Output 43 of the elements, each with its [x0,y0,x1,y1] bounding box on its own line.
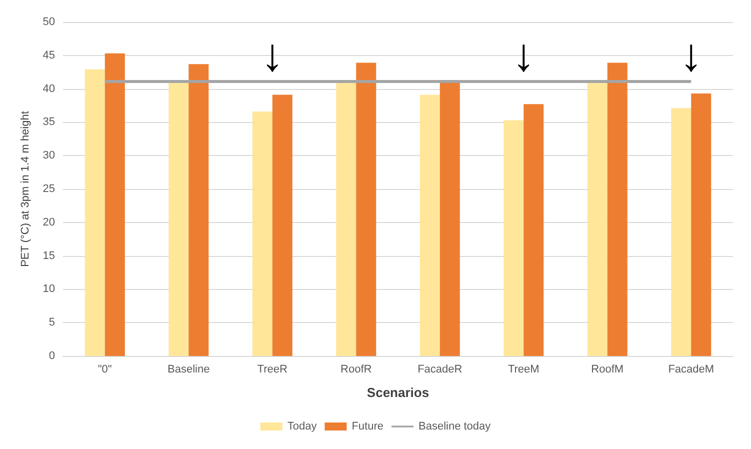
y-tick-label: 40 [42,82,55,95]
bar [84,69,105,356]
x-tick-label: Baseline [168,364,210,376]
bar [420,94,440,356]
y-axis-title: PET (°C) at 3pm in 1.4 m height [20,111,32,267]
x-tick-label: RoofR [340,364,372,376]
x-tick-label: TreeR [257,364,288,376]
bar [188,64,209,356]
legend-label: Today [287,420,318,432]
bar [104,53,125,356]
y-tick-label: 15 [42,250,55,262]
bar [168,81,189,356]
bar [272,94,292,356]
x-tick-label: RoofM [591,364,624,376]
bar [671,108,692,356]
bar [440,81,460,356]
y-tick-label: 30 [42,150,55,162]
annotation: ↓ [260,28,284,80]
bar [587,81,608,356]
bar [524,104,544,356]
x-tick-label: FacadeM [668,364,714,376]
y-tick-label: 10 [42,283,55,296]
y-tick-label: 35 [42,116,55,128]
y-tick-label: 20 [42,216,55,228]
bar [336,81,356,356]
legend-label: Baseline today [418,420,492,432]
bar [691,93,712,356]
y-tick-label: 50 [42,16,55,28]
x-tick-label: TreeM [508,364,540,376]
y-tick-label: 25 [42,183,55,195]
bar [607,62,628,356]
bar [504,120,524,356]
bar [356,62,376,356]
y-tick-label: 45 [42,49,55,62]
legend-label: Future [352,420,384,432]
y-tick-label: 0 [48,350,55,362]
bar [252,112,272,356]
y-tick-label: 5 [48,316,55,329]
annotation: ↓ [512,28,536,80]
x-tick-label: "0" [98,364,112,376]
x-axis-title: Scenarios [366,385,430,400]
x-tick-label: FacadeR [418,364,462,376]
annotation: ↓ [680,28,703,80]
